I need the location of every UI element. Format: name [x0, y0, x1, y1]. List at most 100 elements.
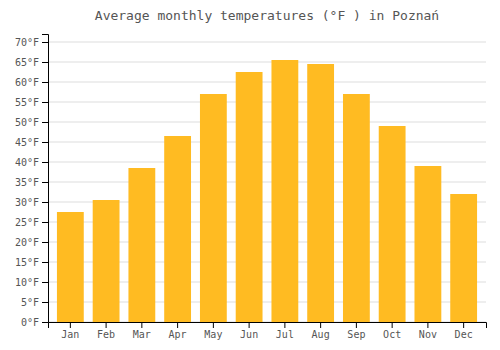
y-tick: 15°F [15, 257, 48, 268]
bar [271, 60, 298, 322]
y-tick-mark [42, 182, 48, 183]
x-tick-mark [392, 322, 393, 328]
grid-line [48, 142, 486, 143]
chart-container: 0°F 5°F 10°F 15°F 20°F 25°F 30°F 35°F 40°F 45°F 50… [0, 0, 500, 350]
bar [200, 94, 227, 322]
y-tick-mark [42, 222, 48, 223]
y-tick-mark [42, 142, 48, 143]
y-tick-label: 35°F [15, 177, 39, 188]
grid-line [48, 62, 486, 63]
plot: 0°F 5°F 10°F 15°F 20°F 25°F 30°F 35°F 40°F 45°F 50… [15, 35, 487, 341]
grid-line [48, 122, 486, 123]
y-tick: 10°F [15, 277, 48, 288]
y-tick: 60°F [15, 77, 48, 88]
y-tick-label: 15°F [15, 257, 39, 268]
x-tick-mark [141, 322, 142, 328]
y-tick-label: 20°F [15, 237, 39, 248]
bar [57, 212, 84, 322]
chart-svg: 0°F 5°F 10°F 15°F 20°F 25°F 30°F 35°F 40°F 45°F 50… [0, 0, 500, 350]
y-axis-line [42, 35, 49, 323]
x-tick: Sep [347, 322, 365, 340]
bars [57, 60, 477, 322]
y-tick-label: 60°F [15, 77, 39, 88]
grid-line [48, 102, 486, 103]
grid-line [48, 42, 486, 43]
y-tick-mark [42, 62, 48, 63]
x-tick: Jul [276, 322, 294, 340]
bar [414, 166, 441, 322]
bar [93, 200, 120, 322]
x-tick-label: Nov [419, 329, 437, 340]
x-tick: Jan [61, 322, 79, 340]
y-tick-label: 30°F [15, 197, 39, 208]
x-tick-mark [427, 322, 428, 328]
y-tick-label: 70°F [15, 37, 39, 48]
x-tick: Apr [169, 322, 187, 340]
x-tick-mark [463, 322, 464, 328]
y-tick: 55°F [15, 97, 48, 108]
y-tick-label: 55°F [15, 97, 39, 108]
x-tick-mark [284, 322, 285, 328]
y-tick: 65°F [15, 57, 48, 68]
y-tick-label: 25°F [15, 217, 39, 228]
x-tick: Jun [240, 322, 258, 340]
y-tick: 40°F [15, 157, 48, 168]
bar [343, 94, 370, 322]
bar [164, 136, 191, 322]
y-tick: 20°F [15, 237, 48, 248]
y-tick-label: 45°F [15, 137, 39, 148]
y-axis: 0°F 5°F 10°F 15°F 20°F 25°F 30°F 35°F 40°F 45°F 50… [15, 35, 49, 328]
y-tick-mark [42, 242, 48, 243]
y-tick-label: 5°F [21, 297, 39, 308]
y-tick-mark [42, 102, 48, 103]
y-tick-mark [42, 42, 48, 43]
x-tick: Feb [97, 322, 115, 340]
y-tick: 30°F [15, 197, 48, 208]
x-tick-label: Mar [133, 329, 151, 340]
x-tick-mark [356, 322, 357, 328]
x-tick-mark [213, 322, 214, 328]
bar [128, 168, 155, 322]
x-tick-label: Aug [312, 329, 330, 340]
y-tick: 5°F [21, 297, 48, 308]
x-axis: Jan Feb Mar Apr May Jun Jul Aug Sep Oct Nov Dec [49, 322, 487, 340]
y-tick: 35°F [15, 177, 48, 188]
x-tick-label: May [204, 329, 222, 340]
grid [48, 42, 486, 322]
x-tick: Nov [419, 322, 437, 340]
y-tick: 50°F [15, 117, 48, 128]
bar [307, 64, 334, 322]
y-tick-mark [42, 82, 48, 83]
bar [236, 72, 263, 322]
x-tick: Mar [133, 322, 151, 340]
y-tick-mark [42, 282, 48, 283]
x-tick-label: Feb [97, 329, 115, 340]
x-tick-label: Dec [455, 329, 473, 340]
y-tick: 25°F [15, 217, 48, 228]
x-tick-label: Sep [347, 329, 365, 340]
x-tick-mark [320, 322, 321, 328]
chart-title: Average monthly temperatures (°F ) in Po… [95, 8, 439, 23]
bar [450, 194, 477, 322]
y-tick: 70°F [15, 37, 48, 48]
y-tick-mark [42, 302, 48, 303]
y-tick: 0°F [21, 317, 48, 328]
y-tick-mark [42, 162, 48, 163]
y-tick-mark [42, 262, 48, 263]
y-tick-mark [42, 122, 48, 123]
x-tick-mark [249, 322, 250, 328]
x-tick-label: Oct [383, 329, 401, 340]
y-tick-label: 40°F [15, 157, 39, 168]
x-tick: May [204, 322, 222, 340]
x-tick-mark [177, 322, 178, 328]
grid-line [48, 82, 486, 83]
y-tick-label: 10°F [15, 277, 39, 288]
x-tick: Aug [312, 322, 330, 340]
grid-line [48, 162, 486, 163]
y-tick: 45°F [15, 137, 48, 148]
x-tick-label: Jun [240, 329, 258, 340]
y-tick-label: 65°F [15, 57, 39, 68]
x-tick-mark [106, 322, 107, 328]
y-tick-mark [42, 202, 48, 203]
y-tick-mark [42, 322, 48, 323]
